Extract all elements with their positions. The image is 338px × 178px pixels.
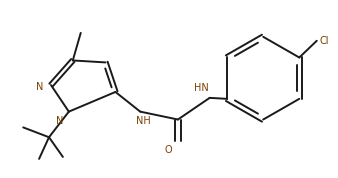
Text: NH: NH: [136, 116, 151, 127]
Text: N: N: [56, 116, 64, 125]
Text: Cl: Cl: [320, 36, 330, 46]
Text: N: N: [37, 82, 44, 92]
Text: O: O: [164, 145, 172, 155]
Text: HN: HN: [194, 83, 209, 93]
